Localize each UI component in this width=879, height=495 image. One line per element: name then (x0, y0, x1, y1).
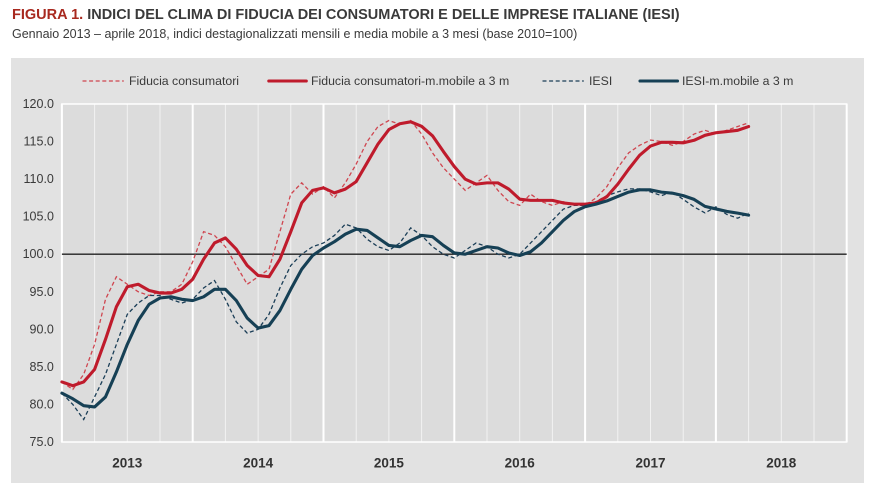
svg-text:105.0: 105.0 (23, 210, 54, 224)
svg-text:2016: 2016 (505, 456, 536, 471)
svg-text:Fiducia consumatori: Fiducia consumatori (129, 74, 239, 88)
svg-text:120.0: 120.0 (23, 97, 54, 111)
svg-text:100.0: 100.0 (23, 247, 54, 261)
svg-text:75.0: 75.0 (30, 435, 54, 449)
svg-text:95.0: 95.0 (30, 285, 54, 299)
svg-text:90.0: 90.0 (30, 322, 54, 336)
svg-text:IESI-m.mobile a 3 m: IESI-m.mobile a 3 m (682, 74, 793, 88)
svg-text:2014: 2014 (243, 456, 274, 471)
svg-text:2013: 2013 (112, 456, 143, 471)
svg-text:80.0: 80.0 (30, 397, 54, 411)
svg-text:115.0: 115.0 (24, 135, 54, 149)
svg-text:85.0: 85.0 (30, 360, 54, 374)
svg-text:2017: 2017 (635, 456, 665, 471)
svg-text:IESI: IESI (589, 74, 612, 88)
svg-text:2015: 2015 (374, 456, 405, 471)
svg-text:2018: 2018 (766, 456, 797, 471)
svg-text:Fiducia consumatori-m.mobile a: Fiducia consumatori-m.mobile a 3 m (311, 74, 509, 88)
svg-text:110.0: 110.0 (24, 172, 54, 186)
